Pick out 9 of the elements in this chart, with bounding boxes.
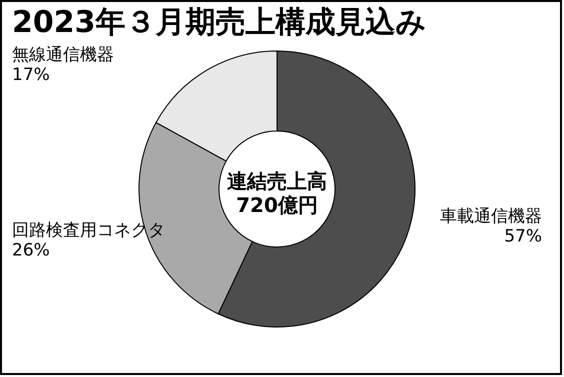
data-label: 57% — [504, 226, 542, 247]
data-label: 26% — [12, 240, 50, 260]
slice-label: 車載通信機器 — [440, 206, 542, 227]
text: 連結売上高 — [227, 169, 327, 193]
data-label: 17% — [12, 64, 50, 85]
slice-label: 回路検査用コネクタ — [12, 220, 165, 240]
text: 720億円 — [236, 193, 318, 217]
chart-title: 2023年３月期売上構成見込み — [12, 5, 426, 40]
slice-label: 無線通信機器 — [12, 44, 114, 65]
